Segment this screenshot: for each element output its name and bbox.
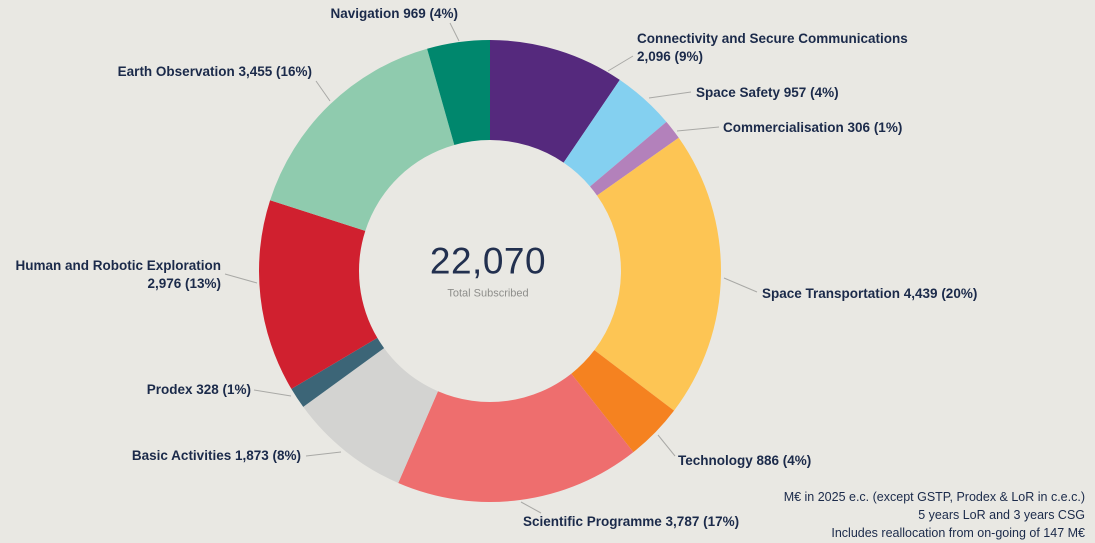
segment-label-earth-observation: Earth Observation 3,455 (16%) — [117, 64, 312, 79]
total-subscribed-value: 22,070 — [429, 240, 547, 282]
segment-label-space-safety: Space Safety 957 (4%) — [696, 85, 839, 100]
footnote-line-2: 5 years LoR and 3 years CSG — [918, 508, 1085, 522]
segment-label-space-transportation: Space Transportation 4,439 (20%) — [762, 286, 978, 301]
total-subscribed-label: Total Subscribed — [447, 287, 529, 300]
donut-segment-space-transportation[interactable] — [594, 137, 722, 411]
leader-line-connectivity-and-secure-communications — [607, 55, 634, 72]
donut-segment-commercialisation[interactable] — [590, 121, 679, 196]
segment-label-basic-activities: Basic Activities 1,873 (8%) — [131, 448, 301, 463]
segment-label-connectivity-and-secure-communications: Connectivity and Secure Communications 2… — [637, 31, 908, 64]
donut-segment-scientific-programme[interactable] — [398, 373, 634, 502]
segment-label-navigation: Navigation 969 (4%) — [330, 6, 458, 21]
leader-line-prodex — [253, 389, 292, 397]
leader-line-earth-observation — [315, 80, 331, 102]
segment-label-scientific-programme: Scientific Programme 3,787 (17%) — [523, 514, 740, 529]
donut-segment-connectivity-and-secure-communications[interactable] — [490, 40, 620, 163]
leader-line-scientific-programme — [520, 501, 542, 514]
leader-line-technology — [657, 434, 676, 457]
segment-label-commercialisation: Commercialisation 306 (1%) — [723, 120, 903, 135]
donut-center: 22,070 Total Subscribed — [368, 241, 608, 300]
leader-line-basic-activities — [305, 451, 342, 457]
donut-segment-prodex[interactable] — [291, 337, 385, 407]
leader-line-space-safety — [648, 91, 692, 99]
donut-segment-technology[interactable] — [571, 350, 675, 453]
donut-segment-earth-observation[interactable] — [270, 48, 455, 231]
donut-segment-basic-activities[interactable] — [303, 348, 438, 483]
segment-label-prodex: Prodex 328 (1%) — [146, 382, 251, 397]
footnote-line-3: Includes reallocation from on-going of 1… — [831, 526, 1085, 540]
leader-line-human-and-robotic-exploration — [224, 273, 258, 284]
donut-segment-space-safety[interactable] — [563, 79, 667, 187]
segment-label-technology: Technology 886 (4%) — [678, 453, 812, 468]
leader-line-commercialisation — [676, 126, 720, 132]
leader-line-space-transportation — [723, 277, 758, 293]
segment-label-human-and-robotic-exploration: Human and Robotic Exploration 2,976 (13%… — [15, 258, 221, 291]
footnotes: M€ in 2025 e.c. (except GSTP, Prodex & L… — [784, 488, 1085, 542]
footnote-line-1: M€ in 2025 e.c. (except GSTP, Prodex & L… — [783, 490, 1085, 504]
donut-segment-navigation[interactable] — [427, 40, 490, 145]
leader-line-navigation — [449, 22, 460, 42]
donut-segment-human-and-robotic-exploration[interactable] — [259, 200, 378, 389]
